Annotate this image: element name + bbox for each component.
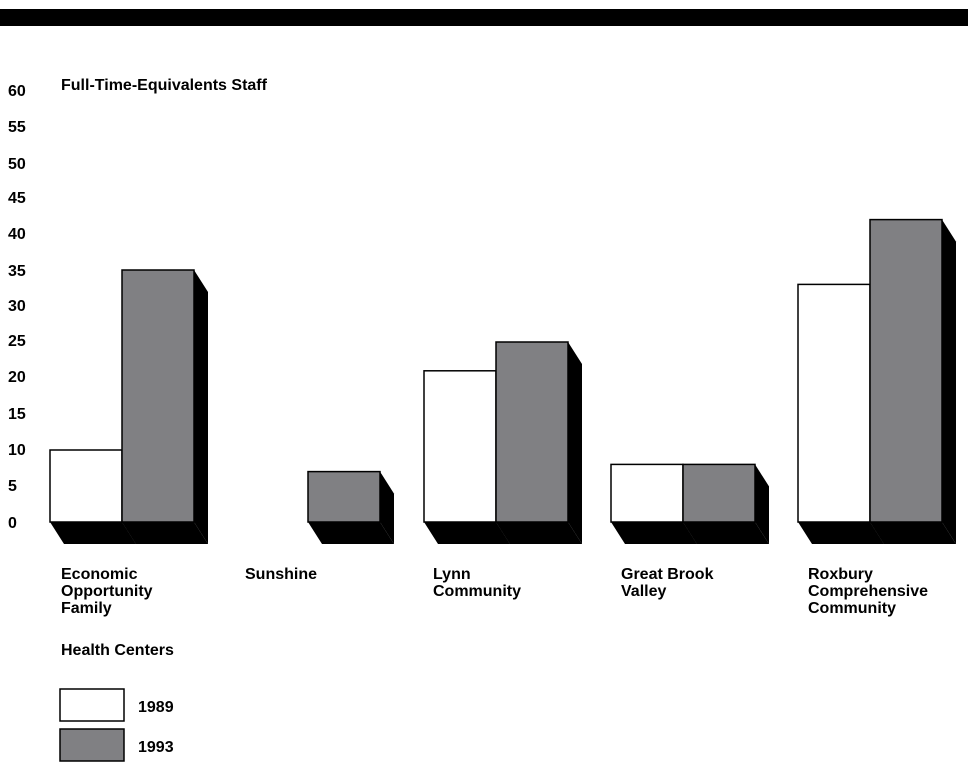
bar-face <box>495 341 569 523</box>
bar-side <box>942 219 956 544</box>
y-tick-label: 35 <box>8 263 26 280</box>
y-tick-label: 40 <box>8 226 26 243</box>
category-label: Great Brook Valley <box>621 566 714 600</box>
legend-label-1989: 1989 <box>138 699 174 716</box>
category-note: Health Centers <box>61 642 174 659</box>
legend-swatch-1989 <box>59 688 125 722</box>
bar-side <box>194 270 208 544</box>
bar-base <box>870 522 956 544</box>
bar-side <box>380 471 394 544</box>
category-label: Lynn Community <box>433 566 521 600</box>
bar-face <box>610 463 684 523</box>
header-rule <box>0 9 968 26</box>
y-tick-label: 55 <box>8 119 26 136</box>
bar-1993 <box>307 470 394 544</box>
bar-face <box>682 463 756 523</box>
legend-swatch-1993 <box>59 728 125 762</box>
bar-base <box>496 522 582 544</box>
category-label-line: Roxbury <box>808 566 873 583</box>
bar-1993 <box>121 269 208 544</box>
category-label-line: Lynn <box>433 566 471 583</box>
bar-face <box>49 449 123 523</box>
category-label-line: Community <box>808 600 896 617</box>
bar-face <box>121 269 195 523</box>
bar-side <box>755 464 769 544</box>
y-tick-label: 0 <box>8 515 17 532</box>
category-label: Sunshine <box>245 566 317 583</box>
y-axis-title: Full-Time-Equivalents Staff <box>61 77 268 94</box>
category-label: Roxbury Comprehensive Community <box>808 566 928 617</box>
legend-label-1993: 1993 <box>138 739 174 756</box>
y-tick-label: 60 <box>8 83 26 100</box>
legend: 1989 1993 <box>59 688 174 762</box>
bar-1993 <box>495 341 582 544</box>
bar-1993 <box>682 463 769 544</box>
y-axis-ticks: 0 5 10 15 20 25 30 35 40 45 50 55 60 <box>8 83 26 532</box>
category-label-line: Opportunity <box>61 583 153 600</box>
bar-base <box>308 522 394 544</box>
bar-base <box>50 522 136 544</box>
bar-face <box>423 370 497 523</box>
y-tick-label: 45 <box>8 190 26 207</box>
y-tick-label: 50 <box>8 156 26 173</box>
category-label: Economic Opportunity Family <box>61 566 153 617</box>
category-label-line: Economic <box>61 566 138 583</box>
bar-face <box>869 218 943 523</box>
category-label-line: Sunshine <box>245 566 317 583</box>
bar-side <box>568 342 582 544</box>
category-label-line: Family <box>61 600 112 617</box>
y-tick-label: 5 <box>8 478 17 495</box>
bar-base <box>424 522 510 544</box>
y-tick-label: 20 <box>8 369 26 386</box>
bars <box>49 218 956 544</box>
category-label-line: Great Brook <box>621 566 714 583</box>
bar-base <box>683 522 769 544</box>
category-label-line: Community <box>433 583 521 600</box>
y-tick-label: 10 <box>8 442 26 459</box>
bar-base <box>798 522 884 544</box>
bar-face <box>797 283 871 523</box>
bar-1993 <box>869 218 956 544</box>
bar-base <box>122 522 208 544</box>
category-label-line: Valley <box>621 583 666 600</box>
y-tick-label: 15 <box>8 406 26 423</box>
y-tick-label: 30 <box>8 298 26 315</box>
category-label-line: Comprehensive <box>808 583 928 600</box>
bar-face <box>307 470 381 523</box>
bar-base <box>611 522 697 544</box>
y-tick-label: 25 <box>8 333 26 350</box>
